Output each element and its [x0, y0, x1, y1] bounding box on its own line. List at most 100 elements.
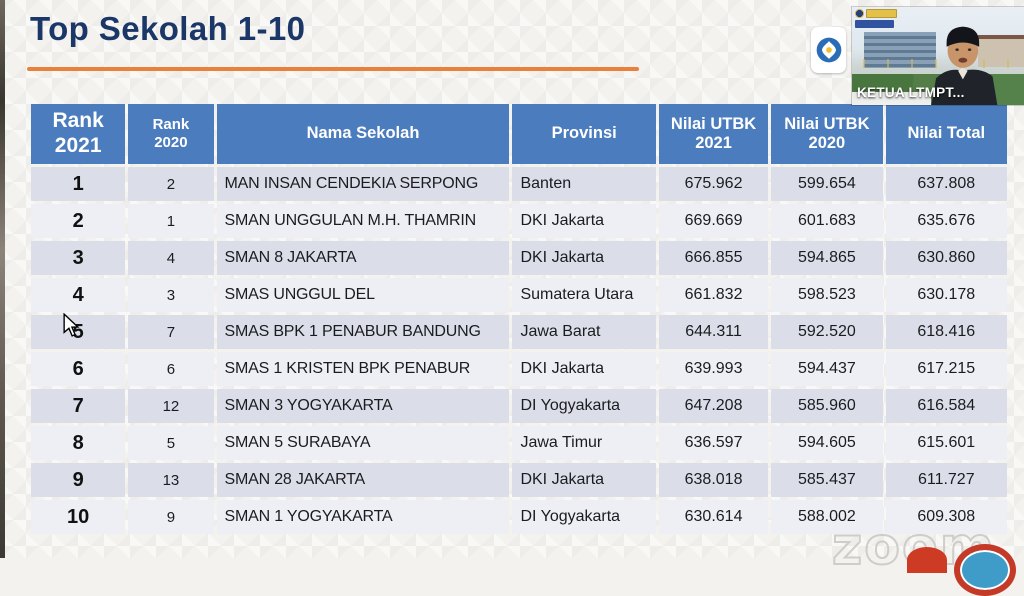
cell-province: Jawa Barat: [512, 315, 656, 349]
cell-rank-2021: 1: [31, 167, 126, 201]
cell-school-name: SMAN 3 YOGYAKARTA: [216, 389, 510, 423]
cell-province: Sumatera Utara: [512, 278, 656, 312]
cell-utbk-2020: 594.605: [771, 426, 883, 460]
cell-utbk-2020: 599.654: [771, 167, 883, 201]
banner-seal-icon: [855, 9, 864, 18]
cell-utbk-2020: 601.683: [771, 204, 883, 238]
cell-utbk-2020: 592.520: [771, 315, 883, 349]
cell-utbk-2021: 669.669: [658, 204, 769, 238]
cell-utbk-2021: 661.832: [658, 278, 769, 312]
left-edge-strip: [0, 0, 5, 558]
header-school-name: Nama Sekolah: [216, 104, 510, 164]
table-row: 8 5 SMAN 5 SURABAYA Jawa Timur 636.597 5…: [31, 426, 1007, 460]
cell-rank-2021: 3: [31, 241, 126, 275]
cell-rank-2021: 5: [31, 315, 126, 349]
header-utbk-2020: Nilai UTBK 2020: [771, 104, 883, 164]
header-rank-2021: Rank 2021: [31, 104, 126, 164]
cell-rank-2020: 5: [128, 426, 214, 460]
cell-rank-2020: 1: [128, 204, 214, 238]
cell-rank-2020: 9: [128, 500, 214, 534]
cell-school-name: SMAN 5 SURABAYA: [216, 426, 510, 460]
cell-rank-2021: 2: [31, 204, 126, 238]
cell-province: Jawa Timur: [512, 426, 656, 460]
cell-utbk-2021: 639.993: [658, 352, 769, 386]
table-row: 5 7 SMAS BPK 1 PENABUR BANDUNG Jawa Bara…: [31, 315, 1007, 349]
partner-logo-partial: [907, 547, 947, 573]
cell-total: 615.601: [885, 426, 1007, 460]
cell-rank-2020: 7: [128, 315, 214, 349]
background-flags: [852, 58, 1024, 68]
page-title: Top Sekolah 1-10: [30, 10, 306, 47]
header-text: Rank: [152, 116, 190, 134]
cell-province: DKI Jakarta: [512, 204, 656, 238]
cell-utbk-2021: 630.614: [658, 500, 769, 534]
header-text: 2020: [154, 134, 188, 151]
cell-total: 630.178: [885, 278, 1007, 312]
background-pavement: [852, 92, 932, 105]
webcam-overlay: KETUA LTMPT...: [852, 7, 1024, 105]
cell-utbk-2021: 675.962: [658, 167, 769, 201]
kemdikbud-logo: [811, 27, 846, 73]
cell-rank-2020: 2: [128, 167, 214, 201]
cell-utbk-2021: 636.597: [658, 426, 769, 460]
cell-province: DKI Jakarta: [512, 241, 656, 275]
cell-utbk-2020: 585.437: [771, 463, 883, 497]
cell-school-name: SMAN 1 YOGYAKARTA: [216, 500, 510, 534]
cell-total: 611.727: [885, 463, 1007, 497]
cell-rank-2021: 9: [31, 463, 126, 497]
cell-province: DKI Jakarta: [512, 352, 656, 386]
header-text: 2021: [695, 134, 732, 152]
header-province: Provinsi: [512, 104, 656, 164]
table-row: 9 13 SMAN 28 JAKARTA DKI Jakarta 638.018…: [31, 463, 1007, 497]
header-text: Rank: [52, 109, 104, 133]
banner-gold-strip: [866, 9, 897, 18]
cell-school-name: SMAN 28 JAKARTA: [216, 463, 510, 497]
cell-province: DKI Jakarta: [512, 463, 656, 497]
table-row: 6 6 SMAS 1 KRISTEN BPK PENABUR DKI Jakar…: [31, 352, 1007, 386]
cell-total: 630.860: [885, 241, 1007, 275]
webcam-caption: KETUA LTMPT...: [857, 85, 965, 100]
mouse-cursor-icon: [63, 313, 80, 337]
cell-utbk-2020: 588.002: [771, 500, 883, 534]
cell-rank-2021: 6: [31, 352, 126, 386]
cell-utbk-2020: 594.865: [771, 241, 883, 275]
cell-utbk-2020: 585.960: [771, 389, 883, 423]
cell-province: DI Yogyakarta: [512, 389, 656, 423]
cell-utbk-2021: 666.855: [658, 241, 769, 275]
cell-rank-2020: 6: [128, 352, 214, 386]
cell-school-name: SMAS UNGGUL DEL: [216, 278, 510, 312]
cell-rank-2020: 13: [128, 463, 214, 497]
school-table-body: 1 2 MAN INSAN CENDEKIA SERPONG Banten 67…: [31, 167, 1007, 534]
table-row: 1 2 MAN INSAN CENDEKIA SERPONG Banten 67…: [31, 167, 1007, 201]
cell-total: 618.416: [885, 315, 1007, 349]
cell-rank-2020: 12: [128, 389, 214, 423]
tv-logo-partial: [954, 544, 1016, 596]
cell-total: 616.584: [885, 389, 1007, 423]
banner-blue-strip: [855, 20, 894, 28]
cell-rank-2020: 4: [128, 241, 214, 275]
table-row: 2 1 SMAN UNGGULAN M.H. THAMRIN DKI Jakar…: [31, 204, 1007, 238]
cell-utbk-2021: 644.311: [658, 315, 769, 349]
cell-total: 617.215: [885, 352, 1007, 386]
cell-rank-2021: 4: [31, 278, 126, 312]
cell-rank-2021: 8: [31, 426, 126, 460]
table-header-row: Rank 2021 Rank 2020 Nama Sekolah Provins…: [31, 104, 1007, 164]
cell-province: DI Yogyakarta: [512, 500, 656, 534]
cell-school-name: SMAS BPK 1 PENABUR BANDUNG: [216, 315, 510, 349]
cell-utbk-2020: 594.437: [771, 352, 883, 386]
school-ranking-table: Rank 2021 Rank 2020 Nama Sekolah Provins…: [28, 101, 1010, 537]
cell-total: 609.308: [885, 500, 1007, 534]
header-rank-2020: Rank 2020: [128, 104, 214, 164]
header-text: 2020: [808, 134, 846, 152]
header-text: 2021: [54, 134, 102, 157]
tut-wuri-handayani-icon: [816, 37, 841, 63]
cell-rank-2020: 3: [128, 278, 214, 312]
header-total: Nilai Total: [885, 104, 1007, 164]
header-utbk-2021: Nilai UTBK 2021: [658, 104, 769, 164]
cell-total: 635.676: [885, 204, 1007, 238]
cell-rank-2021: 10: [31, 500, 126, 534]
webcam-top-banner: [855, 9, 897, 18]
presenter-figure: [931, 26, 998, 105]
header-text: Nilai UTBK: [784, 114, 870, 133]
